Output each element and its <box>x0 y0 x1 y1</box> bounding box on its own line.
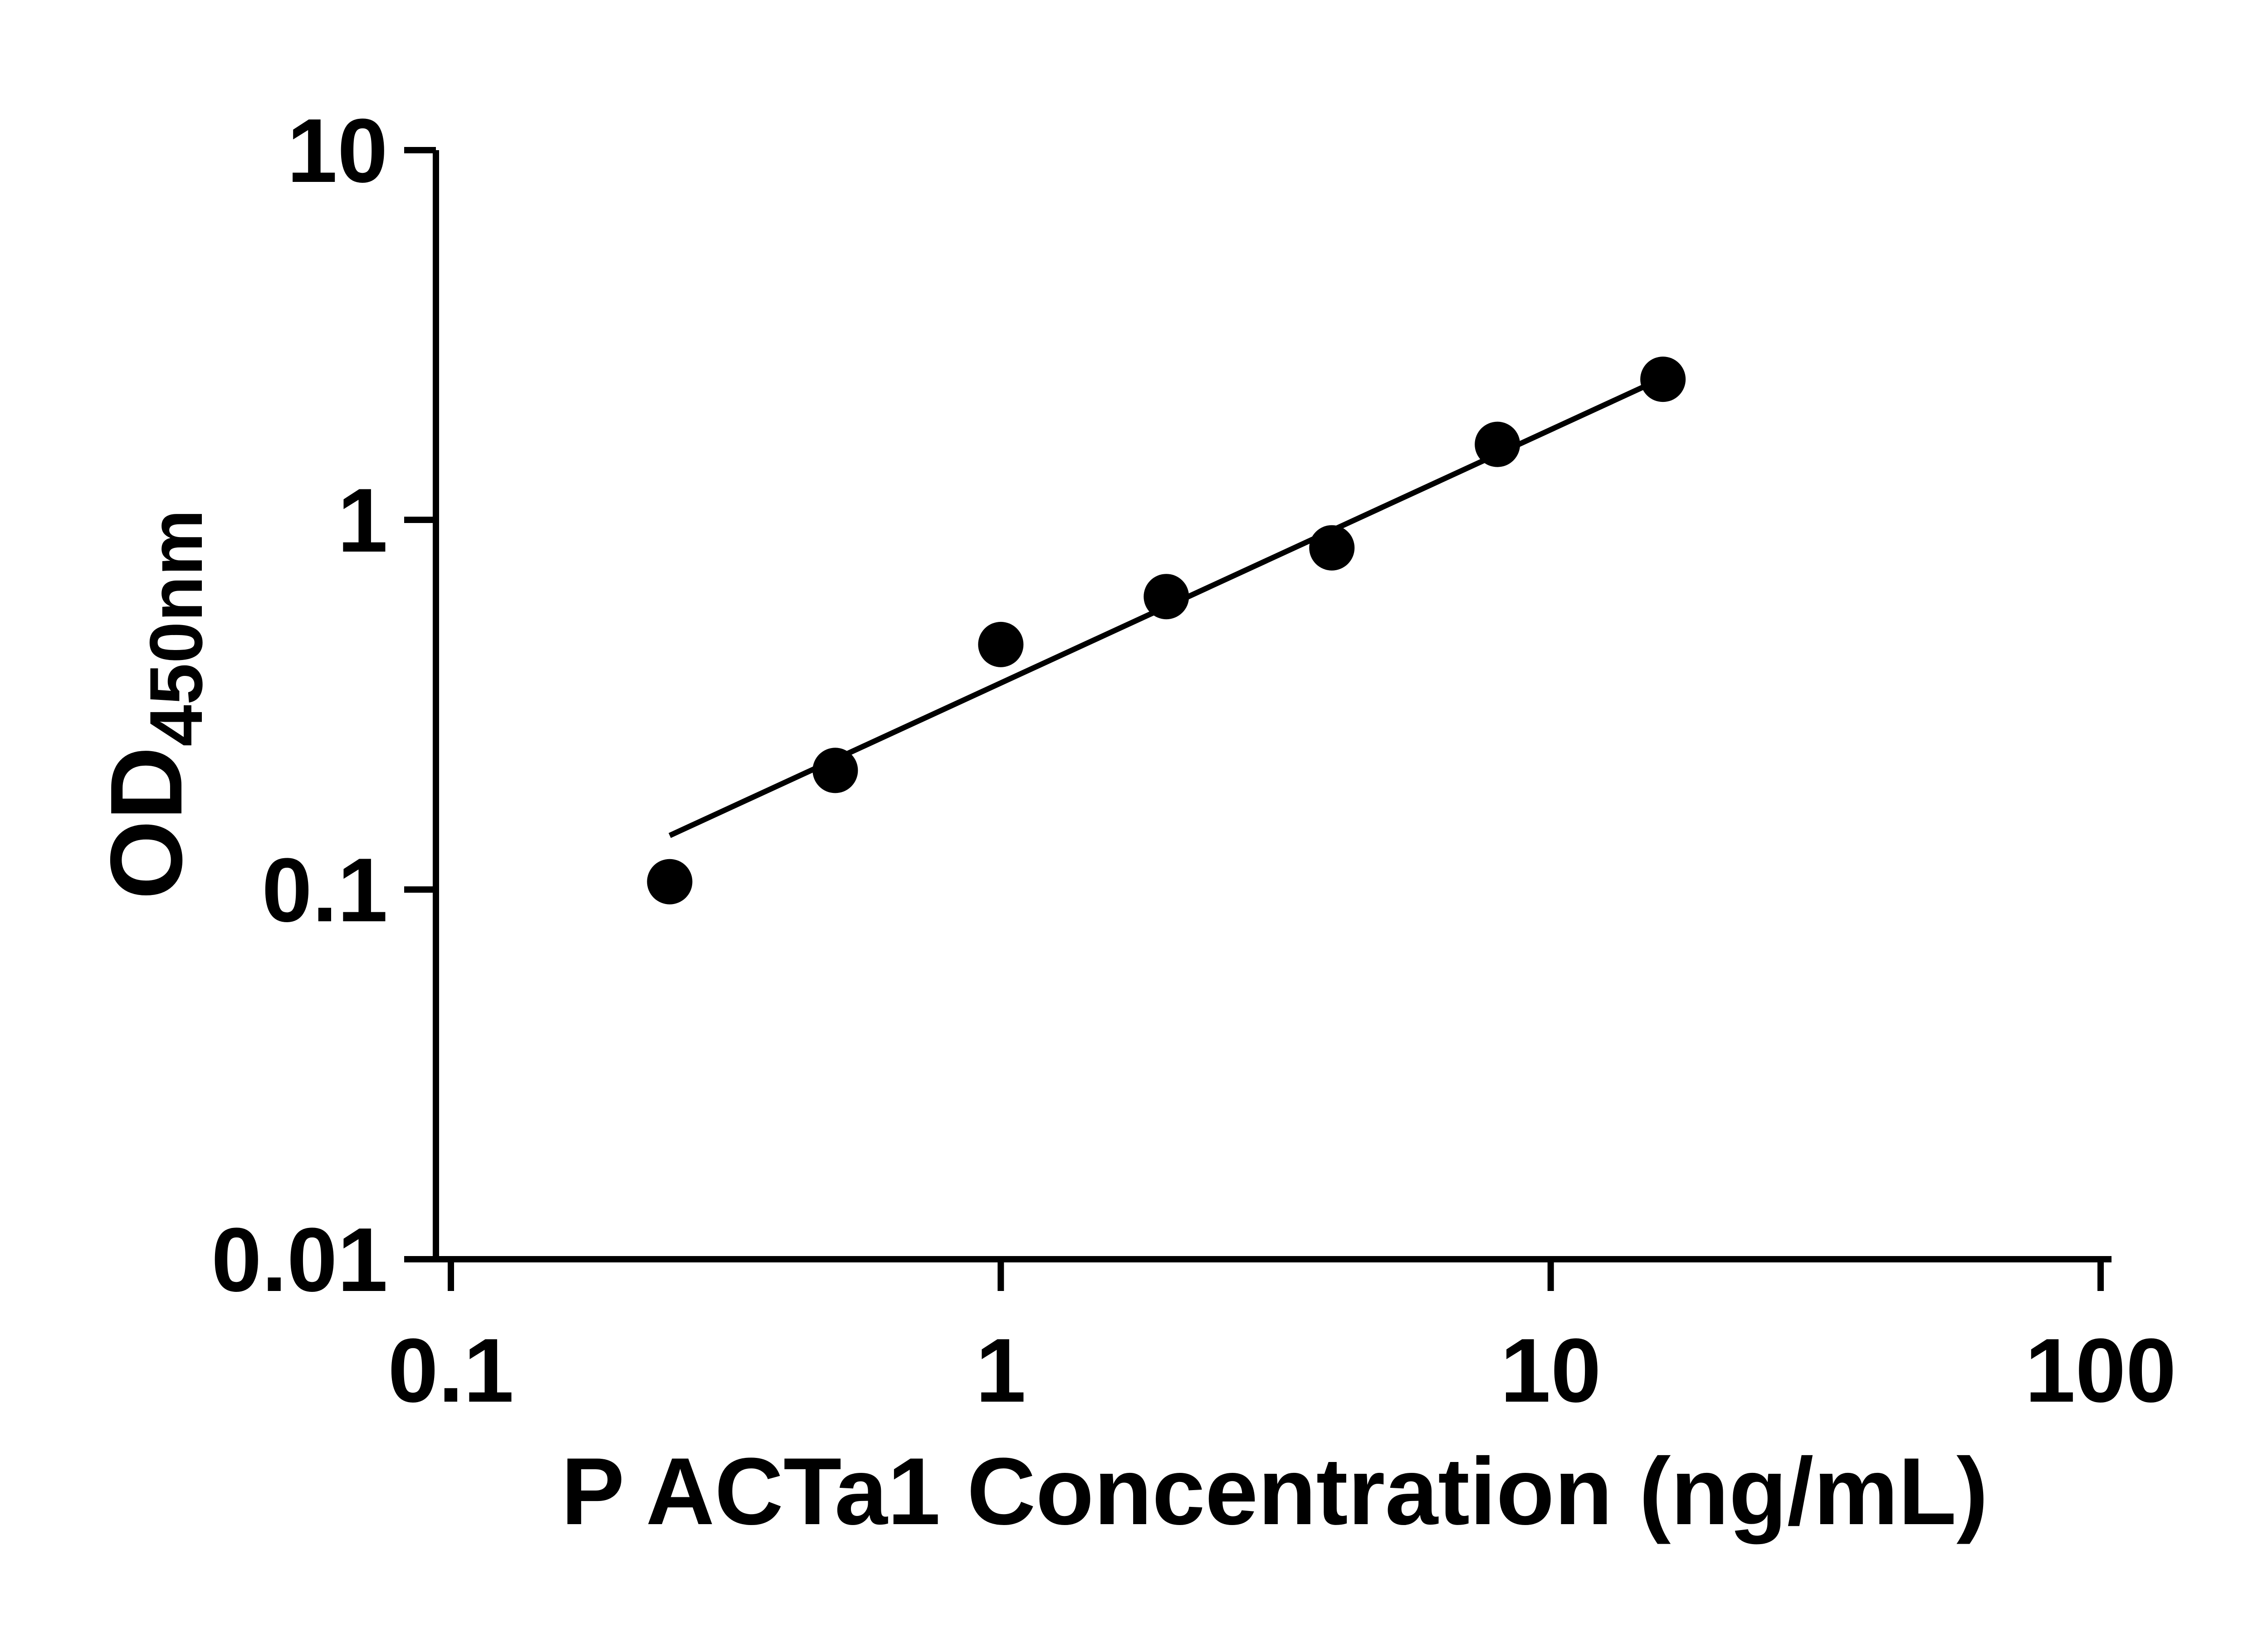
data-point <box>1475 421 1520 467</box>
points-layer <box>647 357 1686 905</box>
y-axis-title-sub: 450nm <box>134 509 218 747</box>
x-tick-label: 100 <box>2025 1320 2176 1421</box>
y-axis-title-main: OD <box>89 747 203 900</box>
x-axis-title: P ACTa1 Concentration (ng/mL) <box>561 1438 1988 1545</box>
x-ticks-layer: 0.1 1 10 100 <box>388 1259 2176 1421</box>
data-point <box>1144 574 1189 620</box>
data-point <box>1640 357 1686 402</box>
x-tick-label: 1 <box>976 1320 1026 1421</box>
y-axis-title: OD450nm <box>89 509 218 900</box>
x-tick-label: 10 <box>1500 1320 1601 1421</box>
axes-layer <box>433 150 2112 1262</box>
data-point <box>978 621 1024 667</box>
y-ticks-layer: 10 1 0.1 0.01 <box>211 100 436 1310</box>
x-tick-label: 0.1 <box>388 1320 514 1421</box>
y-tick-label: 10 <box>287 100 388 201</box>
y-tick-label: 0.1 <box>262 840 388 941</box>
data-point <box>1309 525 1355 571</box>
y-tick-label: 1 <box>337 470 388 571</box>
y-tick-label: 0.01 <box>211 1209 388 1310</box>
data-point <box>647 859 693 905</box>
data-point <box>812 748 858 793</box>
